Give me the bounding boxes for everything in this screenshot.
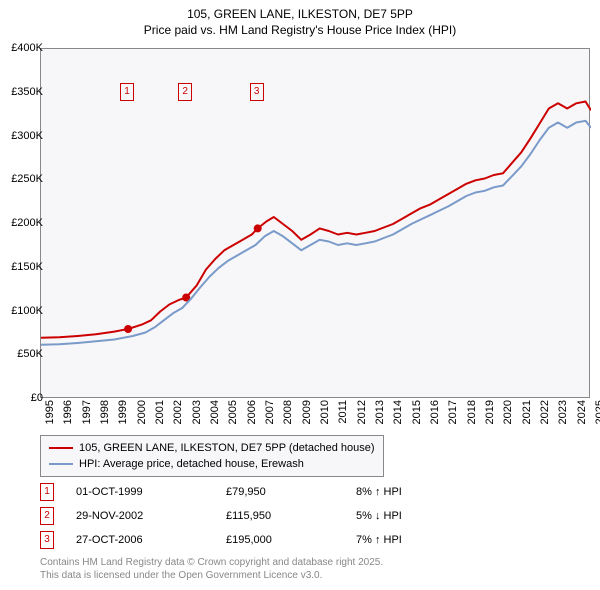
transaction-row: 2 29-NOV-2002£115,9505% ↓ HPI	[40, 504, 456, 528]
y-tick-label: £100K	[3, 305, 43, 317]
transaction-price: £195,000	[226, 534, 356, 546]
legend-label: HPI: Average price, detached house, Erew…	[79, 458, 304, 470]
y-tick-label: £300K	[3, 130, 43, 142]
legend-swatch	[49, 447, 73, 449]
transaction-delta: 7% ↑ HPI	[356, 534, 456, 546]
y-tick-label: £50K	[3, 348, 43, 360]
transaction-date: 01-OCT-1999	[76, 486, 226, 498]
transaction-marker: 1	[40, 483, 54, 501]
x-tick-label: 2009	[301, 400, 313, 424]
license-text: Contains HM Land Registry data © Crown c…	[40, 556, 383, 582]
transaction-delta: 8% ↑ HPI	[356, 486, 456, 498]
y-tick-label: £400K	[3, 42, 43, 54]
annotation-box: 1	[120, 83, 134, 101]
x-tick-label: 2025	[594, 400, 600, 424]
x-tick-label: 1999	[117, 400, 129, 424]
x-tick-label: 1995	[44, 400, 56, 424]
chart-svg	[41, 49, 591, 399]
transactions-table: 1 01-OCT-1999£79,9508% ↑ HPI 2 29-NOV-2002£…	[40, 480, 456, 552]
transaction-delta: 5% ↓ HPI	[356, 510, 456, 522]
x-tick-label: 1997	[81, 400, 93, 424]
x-tick-label: 2018	[466, 400, 478, 424]
transaction-row: 3 27-OCT-2006£195,0007% ↑ HPI	[40, 528, 456, 552]
x-tick-label: 2021	[521, 400, 533, 424]
legend: 105, GREEN LANE, ILKESTON, DE7 5PP (deta…	[40, 435, 384, 477]
x-tick-label: 2013	[374, 400, 386, 424]
x-tick-label: 2023	[557, 400, 569, 424]
transaction-marker: 2	[40, 507, 54, 525]
transaction-date: 29-NOV-2002	[76, 510, 226, 522]
sale-marker-dot	[124, 325, 132, 333]
title-line-2: Price paid vs. HM Land Registry's House …	[0, 22, 600, 38]
x-tick-label: 2010	[319, 400, 331, 424]
transaction-date: 27-OCT-2006	[76, 534, 226, 546]
y-tick-label: £0	[3, 392, 43, 404]
x-tick-label: 2016	[429, 400, 441, 424]
transaction-row: 1 01-OCT-1999£79,9508% ↑ HPI	[40, 480, 456, 504]
x-tick-label: 2014	[392, 400, 404, 424]
legend-row: 105, GREEN LANE, ILKESTON, DE7 5PP (deta…	[49, 440, 375, 456]
x-tick-label: 2022	[539, 400, 551, 424]
annotation-box: 2	[178, 83, 192, 101]
x-tick-label: 2004	[209, 400, 221, 424]
transaction-price: £79,950	[226, 486, 356, 498]
x-tick-label: 2019	[484, 400, 496, 424]
y-tick-label: £200K	[3, 217, 43, 229]
x-tick-label: 2006	[246, 400, 258, 424]
x-tick-label: 2005	[227, 400, 239, 424]
legend-label: 105, GREEN LANE, ILKESTON, DE7 5PP (deta…	[79, 442, 375, 454]
title-line-1: 105, GREEN LANE, ILKESTON, DE7 5PP	[0, 6, 600, 22]
license-line-1: Contains HM Land Registry data © Crown c…	[40, 556, 383, 569]
sale-marker-dot	[254, 224, 262, 232]
y-tick-label: £150K	[3, 261, 43, 273]
x-tick-label: 2007	[264, 400, 276, 424]
x-tick-label: 2000	[136, 400, 148, 424]
x-tick-label: 2003	[191, 400, 203, 424]
chart-container: 105, GREEN LANE, ILKESTON, DE7 5PP Price…	[0, 0, 600, 590]
y-tick-label: £350K	[3, 86, 43, 98]
y-tick-label: £250K	[3, 173, 43, 185]
x-tick-label: 2008	[282, 400, 294, 424]
series-line	[41, 102, 591, 338]
legend-swatch	[49, 463, 73, 465]
transaction-price: £115,950	[226, 510, 356, 522]
x-tick-label: 1996	[62, 400, 74, 424]
license-line-2: This data is licensed under the Open Gov…	[40, 569, 383, 582]
x-tick-label: 2012	[356, 400, 368, 424]
x-tick-label: 2015	[411, 400, 423, 424]
legend-row: HPI: Average price, detached house, Erew…	[49, 456, 375, 472]
x-tick-label: 2017	[447, 400, 459, 424]
series-line	[41, 121, 591, 345]
x-tick-label: 2011	[337, 400, 349, 424]
x-tick-label: 2001	[154, 400, 166, 424]
x-tick-label: 2002	[172, 400, 184, 424]
x-tick-label: 2024	[576, 400, 588, 424]
x-tick-label: 1998	[99, 400, 111, 424]
annotation-box: 3	[250, 83, 264, 101]
x-tick-label: 2020	[502, 400, 514, 424]
transaction-marker: 3	[40, 531, 54, 549]
title-block: 105, GREEN LANE, ILKESTON, DE7 5PP Price…	[0, 0, 600, 38]
